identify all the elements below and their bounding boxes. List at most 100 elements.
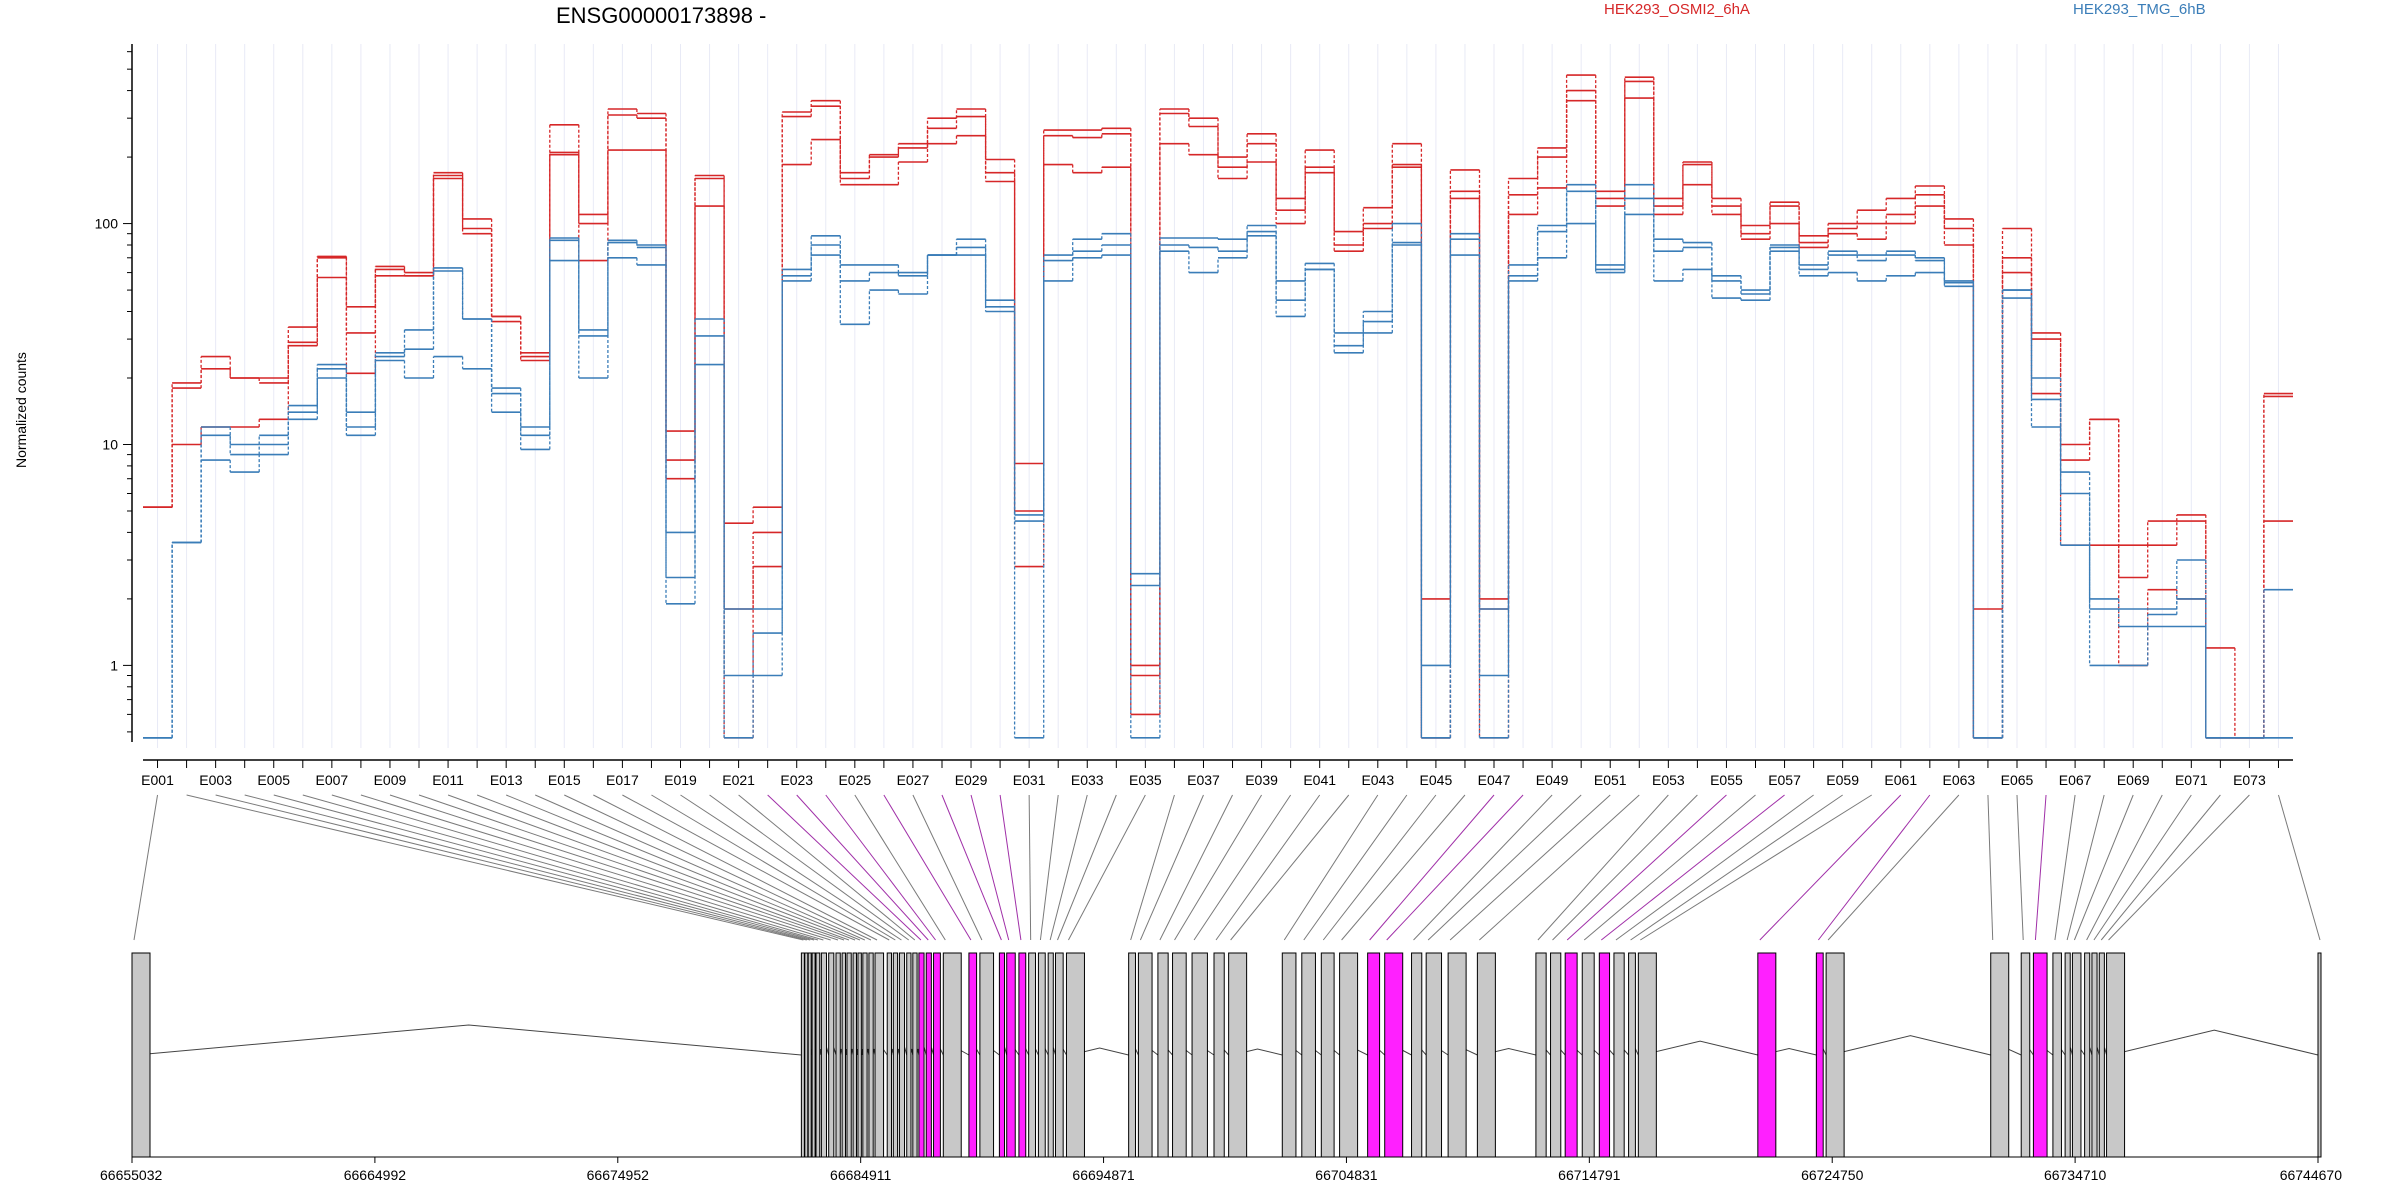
exon-connector: [680, 794, 902, 941]
exon-connector: [796, 794, 929, 941]
exon-connector: [1341, 794, 1466, 941]
exon-connector: [1215, 794, 1321, 941]
x-tick-label: E071: [2175, 772, 2208, 788]
exon-box-E062: [1815, 952, 1824, 1158]
exon-connector: [1827, 794, 1960, 941]
y-axis-label: Normalized counts: [13, 352, 29, 468]
exon-box-E030: [1018, 952, 1027, 1158]
exon-box-E002: [800, 952, 805, 1158]
exon-box-E033: [1047, 952, 1054, 1158]
exon-box-E024: [933, 952, 941, 1158]
x-tick-label: E005: [257, 772, 290, 788]
exon-connector: [1039, 794, 1059, 941]
x-tick-label: E039: [1245, 772, 1278, 788]
x-tick-label: E041: [1303, 772, 1336, 788]
x-tick-label: E053: [1652, 772, 1685, 788]
exon-connector: [2016, 794, 2024, 941]
exon-connector: [2073, 794, 2134, 941]
exon-connector: [1817, 794, 1931, 941]
genome-tick-label: 66714791: [1558, 1167, 1621, 1183]
exon-connector: [1174, 794, 1263, 941]
exon-box-E049: [1411, 952, 1423, 1158]
exon-connector: [883, 794, 972, 941]
series-step-line: [143, 80, 2293, 739]
exon-connector: [825, 794, 936, 941]
exon-connector: [970, 794, 1010, 941]
x-tick-label: E009: [374, 772, 407, 788]
x-tick-label: E021: [722, 772, 755, 788]
x-tick-label: E017: [606, 772, 639, 788]
x-tick-label: E055: [1710, 772, 1743, 788]
exon-connector: [1130, 794, 1175, 941]
genome-tick-label: 66655032: [100, 1167, 163, 1183]
exon-connector: [447, 794, 850, 941]
x-tick-label: E011: [432, 772, 464, 788]
exon-connector: [244, 794, 811, 941]
exon-box-E003: [804, 952, 809, 1158]
genome-axis: 66655032 66664992 66674952 66684911 66694871…: [100, 1156, 2343, 1183]
genome-tick-label: 66734710: [2044, 1167, 2107, 1183]
exon-connector: [941, 794, 1002, 941]
exon-connector: [709, 794, 910, 941]
exon-connector: [854, 794, 946, 941]
exon-box-E072: [2098, 952, 2105, 1158]
exon-connector: [2277, 794, 2321, 941]
exon-box-E043: [1281, 952, 1297, 1158]
genome-tick-label: 66674952: [587, 1167, 650, 1183]
vertical-gridlines: [157, 44, 2279, 748]
exon-box-E022: [918, 952, 925, 1158]
exon-box-E071: [2091, 952, 2098, 1158]
x-tick-label: E045: [1420, 772, 1453, 788]
exon-connector: [999, 794, 1022, 941]
exon-box-E041: [1213, 952, 1225, 1158]
exon-box-E048: [1384, 952, 1404, 1158]
genome-tick-label: 66744670: [2280, 1167, 2343, 1183]
exon-box-E047: [1367, 952, 1381, 1158]
series-step-connector: [171, 214, 2207, 738]
genome-tick-label: 66694871: [1072, 1167, 1135, 1183]
exon-box-E060: [1637, 952, 1657, 1158]
exon-connector: [1640, 794, 1872, 941]
exon-connector: [302, 794, 819, 941]
series-step-connector: [171, 98, 2265, 738]
exon-box-E058: [1613, 952, 1625, 1158]
exon-connector: [186, 794, 804, 941]
exon-connector: [2086, 794, 2163, 941]
exon-box-E020: [906, 952, 912, 1158]
exon-box-E044: [1301, 952, 1316, 1158]
exon-connectors: [133, 794, 2321, 941]
x-tick-label: E023: [780, 772, 813, 788]
exon-connector: [2093, 794, 2192, 941]
gene-model: [131, 952, 2322, 1158]
exon-connector: [535, 794, 866, 941]
exon-box-E037: [1137, 952, 1153, 1158]
series-5: [143, 213, 2293, 739]
y-axis: 1 10 100: [95, 44, 133, 742]
exon-connector: [1630, 794, 1843, 941]
exon-connector: [1427, 794, 1582, 941]
exon-box-E015: [868, 952, 874, 1158]
exon-box-E031: [1028, 952, 1036, 1158]
x-tick-label: E029: [955, 772, 988, 788]
exon-connector: [738, 794, 916, 941]
exon-box-E057: [1598, 952, 1611, 1158]
genome-tick-label: 66704831: [1315, 1167, 1378, 1183]
exon-connector: [476, 794, 856, 941]
exon-connector: [1193, 794, 1292, 941]
x-tick-label: E025: [838, 772, 871, 788]
x-tick-label: E059: [1826, 772, 1859, 788]
exon-box-E008: [828, 952, 835, 1158]
exon-box-E070: [2084, 952, 2091, 1158]
exon-box-E005: [811, 952, 816, 1158]
exon-connector: [360, 794, 831, 941]
exon-connector: [1386, 794, 1524, 941]
x-tick-label: E063: [1943, 772, 1976, 788]
exon-box-E051: [1447, 952, 1467, 1158]
series-3: [143, 183, 2293, 739]
exon-connector: [1615, 794, 1814, 941]
exon-connector: [1303, 794, 1408, 941]
exon-box-E065: [2020, 952, 2031, 1158]
x-tick-label: E027: [897, 772, 930, 788]
series-step-line: [143, 97, 2293, 739]
exon-connector: [2054, 794, 2076, 941]
